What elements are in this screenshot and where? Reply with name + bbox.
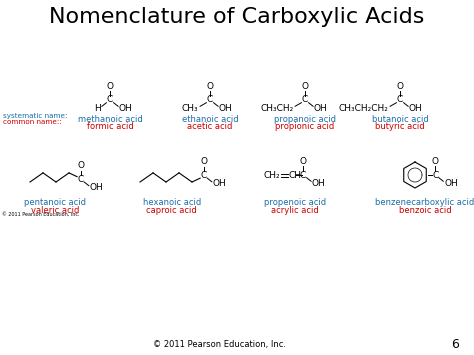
Text: © 2011 Pearson Education, Inc.: © 2011 Pearson Education, Inc. <box>2 212 80 217</box>
Text: formic acid: formic acid <box>87 122 133 131</box>
Text: methanoic acid: methanoic acid <box>78 115 142 124</box>
Text: O: O <box>107 82 113 91</box>
Text: H: H <box>94 104 101 113</box>
Text: CH₃: CH₃ <box>182 104 198 113</box>
Text: © 2011 Pearson Education, Inc.: © 2011 Pearson Education, Inc. <box>154 340 286 350</box>
Text: pentanoic acid: pentanoic acid <box>24 198 86 207</box>
Text: CH₂: CH₂ <box>264 170 280 180</box>
Text: OH: OH <box>409 104 423 113</box>
Text: C: C <box>302 95 308 104</box>
Text: common name::: common name:: <box>3 119 62 125</box>
Text: C: C <box>78 175 84 184</box>
Text: valeric acid: valeric acid <box>31 206 80 215</box>
Text: propenoic acid: propenoic acid <box>264 198 326 207</box>
Text: hexanoic acid: hexanoic acid <box>143 198 201 207</box>
Text: butanoic acid: butanoic acid <box>372 115 428 124</box>
Text: acetic acid: acetic acid <box>187 122 233 131</box>
Text: acrylic acid: acrylic acid <box>271 206 319 215</box>
Text: OH: OH <box>219 104 233 113</box>
Text: benzoic acid: benzoic acid <box>399 206 451 215</box>
Text: 6: 6 <box>451 339 459 351</box>
Text: O: O <box>207 82 213 91</box>
Text: butyric acid: butyric acid <box>375 122 425 131</box>
Text: Nomenclature of Carboxylic Acids: Nomenclature of Carboxylic Acids <box>49 7 425 27</box>
Text: O: O <box>200 158 207 166</box>
Text: C: C <box>397 95 403 104</box>
Text: OH: OH <box>314 104 328 113</box>
Text: O: O <box>396 82 403 91</box>
Text: C: C <box>201 171 207 180</box>
Text: OH: OH <box>90 183 103 192</box>
Text: C: C <box>300 170 306 180</box>
Text: C: C <box>107 95 113 104</box>
Text: CH₃CH₂: CH₃CH₂ <box>260 104 293 113</box>
Text: ethanoic acid: ethanoic acid <box>182 115 238 124</box>
Text: O: O <box>432 157 439 166</box>
Text: OH: OH <box>213 179 227 188</box>
Text: caproic acid: caproic acid <box>146 206 197 215</box>
Text: OH: OH <box>312 179 326 187</box>
Text: benzenecarboxylic acid: benzenecarboxylic acid <box>375 198 474 207</box>
Text: CH₃CH₂CH₂: CH₃CH₂CH₂ <box>338 104 388 113</box>
Text: systematic name:: systematic name: <box>3 113 67 119</box>
Text: C: C <box>207 95 213 104</box>
Text: propanoic acid: propanoic acid <box>274 115 336 124</box>
Text: OH: OH <box>444 179 458 187</box>
Text: CH: CH <box>289 170 302 180</box>
Text: O: O <box>77 162 84 170</box>
Text: C: C <box>432 170 438 180</box>
Text: O: O <box>301 82 309 91</box>
Text: O: O <box>300 157 307 166</box>
Text: OH: OH <box>119 104 133 113</box>
Text: propionic acid: propionic acid <box>275 122 335 131</box>
